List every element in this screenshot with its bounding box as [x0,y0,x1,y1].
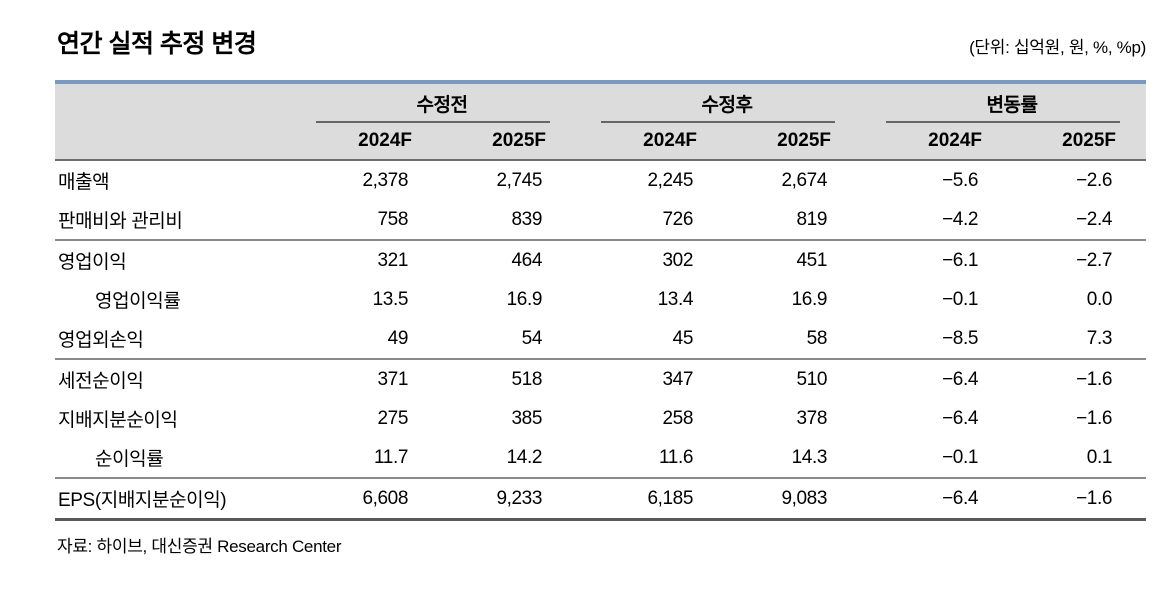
value-cell: 11.7 [374,446,408,468]
value-cell: 2,245 [647,169,693,191]
value-cell: 2,378 [362,169,408,191]
value-cell: 2,745 [496,169,542,191]
value-cell: −8.5 [942,327,978,349]
value-cell: 14.3 [791,446,828,468]
value-cell: 347 [662,368,693,390]
column-header: 2024F [928,130,982,151]
value-cell: 6,185 [647,487,693,509]
value-cell: −6.4 [942,407,978,429]
value-cell: 2,674 [781,169,827,191]
row-label: EPS(지배지분순이익) [58,490,227,511]
value-cell: −5.6 [942,169,978,191]
value-cell: 464 [511,249,542,271]
value-cell: −2.6 [1076,169,1112,191]
table-row: 영업이익률 13.5 16.9 13.4 16.9 −0.1 0.0 [55,280,1146,319]
table-row: 영업이익 321 464 302 451 −6.1 −2.7 [55,239,1146,280]
value-cell: 726 [662,208,693,230]
row-label: 영업이익률 [95,291,181,312]
value-cell: 819 [796,208,827,230]
value-cell: 16.9 [506,288,543,310]
column-group-row: 수정전 수정후 변동률 [55,84,1146,123]
value-cell: −1.6 [1076,368,1112,390]
column-group-before-revision: 수정전 [308,84,576,123]
value-cell: 0.1 [1086,446,1113,468]
table-body: 매출액 2,378 2,745 2,245 2,674 −5.6 −2.6 판매비와 관리비 7… [55,161,1146,521]
row-label: 매출액 [58,172,110,193]
value-cell: 371 [377,368,408,390]
value-cell: 839 [511,208,542,230]
column-header-row: 2024F 2025F 2024F 2025F 2024F 2025F [55,123,1146,159]
unit-note: (단위: 십억원, 원, %, %p) [969,38,1146,57]
value-cell: −1.6 [1076,487,1112,509]
column-header: 2024F [643,130,697,151]
table-row: 매출액 2,378 2,745 2,245 2,674 −5.6 −2.6 [55,161,1146,200]
value-cell: 9,233 [496,487,542,509]
value-cell: −1.6 [1076,407,1112,429]
value-cell: 258 [662,407,693,429]
value-cell: −0.1 [942,446,978,468]
table-row: 판매비와 관리비 758 839 726 819 −4.2 −2.4 [55,200,1146,239]
table-row: 세전순이익 371 518 347 510 −6.4 −1.6 [55,358,1146,399]
column-group-after-revision: 수정후 [593,84,861,123]
value-cell: −6.4 [942,487,978,509]
value-cell: 518 [511,368,542,390]
value-cell: 378 [796,407,827,429]
value-cell: 385 [511,407,542,429]
value-cell: −4.2 [942,208,978,230]
value-cell: 7.3 [1086,327,1113,349]
value-cell: 275 [377,407,408,429]
value-cell: −6.1 [942,249,978,271]
value-cell: 16.9 [791,288,828,310]
value-cell: 54 [521,327,543,349]
value-cell: 9,083 [781,487,827,509]
column-header: 2025F [777,130,831,151]
value-cell: 510 [796,368,827,390]
row-label: 영업이익 [58,252,127,273]
value-cell: 758 [377,208,408,230]
value-cell: 321 [377,249,408,271]
value-cell: −2.7 [1076,249,1112,271]
row-label: 영업외손익 [58,330,144,351]
source-note: 자료: 하이브, 대신증권 Research Center [57,537,342,556]
row-label: 판매비와 관리비 [58,211,183,232]
value-cell: 13.4 [657,288,694,310]
row-label: 세전순이익 [58,371,144,392]
value-cell: 49 [387,327,409,349]
value-cell: 58 [806,327,828,349]
value-cell: 14.2 [506,446,543,468]
value-cell: 13.5 [372,288,409,310]
row-label: 순이익률 [95,449,164,470]
column-header: 2025F [1062,130,1116,151]
table-row: EPS(지배지분순이익) 6,608 9,233 6,185 9,083 −6.4 −1.6 [55,477,1146,521]
value-cell: −6.4 [942,368,978,390]
table-row: 영업외손익 49 54 45 58 −8.5 7.3 [55,319,1146,358]
table-header: 수정전 수정후 변동률 2024F 2025F 2024F 2025F 2024… [55,80,1146,161]
table-row: 순이익률 11.7 14.2 11.6 14.3 −0.1 0.1 [55,438,1146,477]
value-cell: 302 [662,249,693,271]
column-header: 2025F [492,130,546,151]
row-label: 지배지분순이익 [58,410,178,431]
value-cell: −2.4 [1076,208,1112,230]
estimates-table: 수정전 수정후 변동률 2024F 2025F 2024F 2025F 2024… [55,80,1146,521]
value-cell: 45 [672,327,694,349]
value-cell: 11.6 [659,446,693,468]
value-cell: −0.1 [942,288,978,310]
table-row: 지배지분순이익 275 385 258 378 −6.4 −1.6 [55,399,1146,438]
titlebar: 연간 실적 추정 변경 (단위: 십억원, 원, %, %p) [57,24,1146,60]
column-header: 2024F [358,130,412,151]
value-cell: 451 [796,249,827,271]
column-group-change-rate: 변동률 [878,84,1146,123]
value-cell: 0.0 [1086,288,1113,310]
page-title: 연간 실적 추정 변경 [57,30,257,58]
value-cell: 6,608 [362,487,408,509]
